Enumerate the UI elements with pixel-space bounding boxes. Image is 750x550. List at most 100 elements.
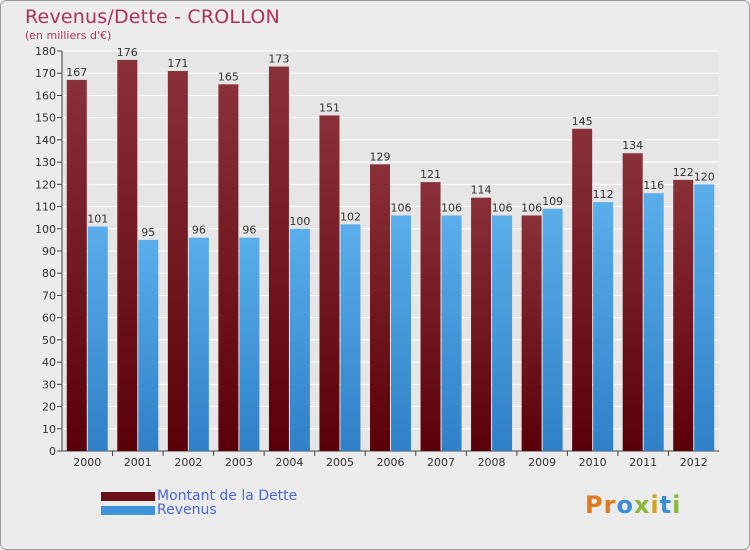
x-tick-label: 2010 [579,456,607,469]
bar-revenus [138,239,159,451]
bar-revenus [239,237,260,451]
legend-item-dette: Montant de la Dette [101,488,298,504]
data-label-dette: 129 [370,150,391,163]
y-tick-label: 120 [35,178,56,191]
bar-dette [319,115,340,451]
bar-dette [420,182,441,451]
y-tick-label: 140 [35,134,56,147]
bar-revenus [492,215,513,451]
data-label-revenus: 100 [289,215,310,228]
data-label-revenus: 96 [242,224,256,237]
legend-label-dette: Montant de la Dette [157,488,298,504]
y-tick-label: 60 [42,312,56,325]
data-label-revenus: 102 [340,210,361,223]
x-tick-label: 2009 [528,456,556,469]
chart-title: Revenus/Dette - CROLLON [25,6,280,28]
data-label-revenus: 120 [694,170,715,183]
data-label-revenus: 106 [441,201,462,214]
x-tick-label: 2005 [326,456,354,469]
y-tick-label: 180 [35,45,56,58]
logo-letter: r [603,491,617,519]
bar-revenus [87,226,108,451]
bar-dette [673,179,694,451]
bar-revenus [694,184,715,452]
bar-dette [218,84,239,451]
y-tick-label: 160 [35,89,56,102]
bar-dette [167,71,188,451]
bar-dette [268,66,289,452]
x-tick-label: 2003 [225,456,253,469]
bar-dette [66,79,87,451]
data-label-revenus: 106 [391,201,412,214]
bar-dette [370,164,390,452]
x-tick-label: 2008 [478,456,506,469]
legend-swatch-dette [101,491,155,501]
y-tick-label: 170 [35,67,56,80]
logo-letter: x [633,491,651,519]
bar-dette [572,128,593,451]
y-tick-label: 100 [35,223,56,236]
data-label-dette: 121 [420,168,441,181]
x-tick-label: 2006 [377,456,405,469]
data-label-revenus: 96 [192,224,206,237]
y-tick-label: 40 [42,356,56,369]
bar-dette [622,153,643,451]
x-tick-label: 2001 [124,456,152,469]
logo-letter: t [659,491,673,519]
logo-letter: P [585,491,604,519]
data-label-dette: 176 [117,46,138,59]
data-label-revenus: 106 [492,201,513,214]
data-label-revenus: 109 [542,195,563,208]
logo-letter: i [672,491,682,519]
bar-dette [521,215,542,451]
x-tick-label: 2002 [174,456,202,469]
x-tick-label: 2000 [73,456,101,469]
data-label-revenus: 95 [141,226,155,239]
data-label-dette: 151 [319,101,340,114]
bar-revenus [542,208,563,451]
data-label-dette: 122 [673,166,694,179]
bar-dette [117,59,138,452]
y-tick-label: 0 [49,445,56,458]
y-tick-label: 30 [42,378,56,391]
bar-revenus [643,193,664,451]
legend-item-revenus: Revenus [101,502,217,518]
y-tick-label: 110 [35,201,56,214]
data-label-dette: 134 [622,139,643,152]
data-label-revenus: 101 [87,213,108,226]
y-tick-label: 80 [42,267,56,280]
data-label-dette: 167 [66,66,87,79]
data-label-dette: 145 [572,115,593,128]
data-label-dette: 171 [167,57,188,70]
bar-revenus [593,202,614,451]
y-tick-label: 90 [42,245,56,258]
bar-revenus [441,215,462,451]
data-label-revenus: 116 [643,179,664,192]
data-label-dette: 173 [268,53,289,66]
y-tick-label: 10 [42,423,56,436]
chart-subtitle: (en milliers d'€) [25,29,112,42]
y-tick-label: 150 [35,112,56,125]
proxiti-logo: Proxiti [585,491,681,519]
y-tick-label: 70 [42,289,56,302]
bar-revenus [391,215,411,451]
bar-revenus [289,228,310,451]
data-label-revenus: 112 [593,188,614,201]
bar-revenus [188,237,209,451]
legend-swatch-revenus [101,505,155,515]
y-tick-label: 130 [35,156,56,169]
bar-revenus [340,224,361,451]
data-label-dette: 106 [521,201,542,214]
y-tick-label: 50 [42,334,56,347]
legend-label-revenus: Revenus [157,502,217,518]
x-tick-label: 2012 [680,456,708,469]
y-tick-label: 20 [42,401,56,414]
logo-letter: o [616,491,634,519]
x-tick-label: 2004 [275,456,303,469]
data-label-dette: 165 [218,70,239,83]
x-tick-label: 2011 [629,456,657,469]
logo-letter: i [650,491,660,519]
bar-dette [471,197,492,451]
